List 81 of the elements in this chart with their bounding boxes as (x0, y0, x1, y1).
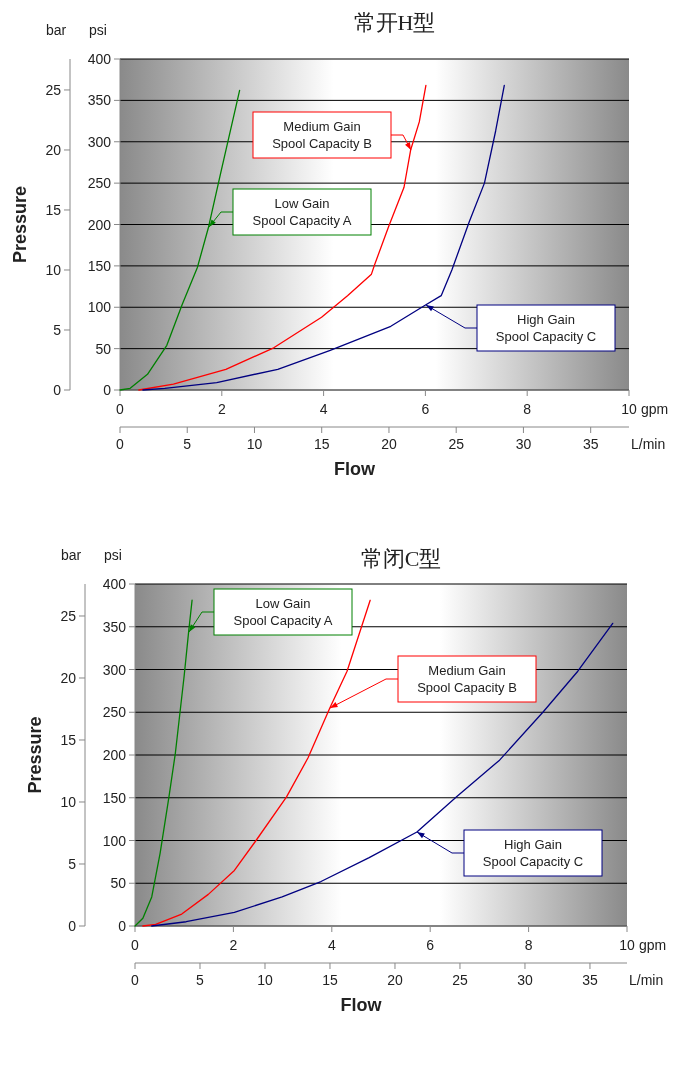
text: bar (60, 547, 82, 563)
y2-tick-label: 400 (102, 576, 127, 592)
x-tick-label: 4 (327, 937, 336, 953)
x-tick-label: 8 (524, 937, 533, 953)
x-tick-label: 0 (116, 401, 125, 417)
x-tick-label: 8 (523, 401, 532, 417)
x2-tick-label: 5 (183, 436, 192, 452)
x-axis-title: Flow (334, 459, 376, 479)
y2-tick-label: 400 (87, 51, 112, 67)
x2-tick-label: 15 (322, 972, 338, 988)
x2-axis-title: L/min (629, 972, 664, 988)
y-tick-label: 0 (53, 382, 62, 398)
y2-tick-label: 300 (102, 661, 127, 678)
x-axis-title: Flow (340, 995, 383, 1015)
y-axis-title: Pressure (25, 716, 45, 794)
y2-axis-title: psi (89, 22, 107, 38)
x2-tick-label: 0 (131, 972, 140, 988)
x-tick-label: 2 (229, 937, 238, 953)
x2-tick-label: 10 (257, 972, 273, 988)
x-tick-label: 6 (426, 937, 435, 953)
x-tick-label: 10 (621, 401, 637, 417)
x2-tick-label: 30 (517, 972, 533, 988)
y2-tick-label: 50 (110, 875, 127, 892)
y2-tick-label: 300 (87, 133, 112, 150)
y2-tick-label: 0 (103, 382, 112, 398)
y-tick-label: 15 (60, 732, 77, 748)
x2-tick-label: 20 (387, 972, 403, 988)
x-tick-label: 2 (217, 401, 226, 417)
text: bar (45, 22, 67, 38)
y2-tick-label: 350 (87, 92, 112, 109)
x2-tick-label: 20 (381, 436, 397, 452)
y-tick-label: 20 (45, 141, 62, 158)
x2-tick-label: 35 (582, 972, 598, 988)
annotation: High Gain Spool Capacity C (482, 837, 584, 869)
y2-tick-label: 150 (87, 257, 112, 274)
annotation: Medium Gain Spool Capacity B (417, 663, 517, 695)
y2-tick-label: 250 (87, 175, 112, 192)
y-tick-label: 0 (68, 918, 77, 934)
line-series (138, 84, 427, 391)
x2-tick-label: 25 (448, 436, 465, 452)
x-tick-label: 0 (131, 937, 140, 953)
annotation: High Gain Spool Capacity C (495, 312, 597, 344)
x2-tick-label: 10 (246, 436, 263, 452)
y2-tick-label: 250 (102, 704, 127, 721)
y-tick-label: 15 (45, 201, 62, 218)
y2-axis-title: psi (104, 547, 122, 563)
x2-tick-label: 0 (116, 436, 125, 452)
chart-title: 常闭C型 (360, 546, 442, 571)
text: gpm (641, 401, 669, 417)
y2-tick-label: 100 (87, 299, 112, 316)
y2-tick-label: 50 (95, 340, 112, 357)
y2-tick-label: 200 (102, 747, 127, 763)
x2-tick-label: 30 (515, 436, 532, 452)
line-series (142, 599, 371, 927)
x-tick-label: 10 (619, 937, 635, 953)
y2-tick-label: 0 (118, 918, 127, 934)
y-tick-label: 10 (60, 794, 77, 810)
annotation: Low Gain Spool Capacity A (233, 596, 333, 628)
x2-tick-label: 5 (196, 972, 205, 988)
y-axis-title: Pressure (10, 185, 30, 264)
x2-tick-label: 15 (313, 436, 330, 452)
y-tick-label: 20 (60, 669, 77, 686)
line-series (119, 89, 241, 391)
y2-tick-label: 200 (87, 216, 112, 233)
y-tick-label: 10 (45, 261, 62, 278)
y-tick-label: 25 (60, 607, 77, 624)
y2-tick-label: 150 (102, 789, 127, 806)
x-tick-label: 6 (421, 401, 430, 417)
x2-tick-label: 25 (452, 972, 468, 988)
y2-tick-label: 350 (102, 618, 127, 635)
x2-axis-title: L/min (631, 436, 666, 452)
x-tick-label: 4 (319, 401, 328, 417)
text: gpm (639, 937, 667, 953)
x2-tick-label: 35 (582, 436, 599, 452)
y-tick-label: 5 (68, 856, 77, 872)
y-tick-label: 5 (53, 321, 62, 338)
chart-title: 常开H型 (353, 10, 436, 35)
annotation: Low Gain Spool Capacity A (252, 196, 352, 228)
y-tick-label: 25 (45, 81, 62, 98)
annotation: Medium Gain Spool Capacity B (272, 119, 372, 151)
y2-tick-label: 100 (102, 832, 127, 849)
